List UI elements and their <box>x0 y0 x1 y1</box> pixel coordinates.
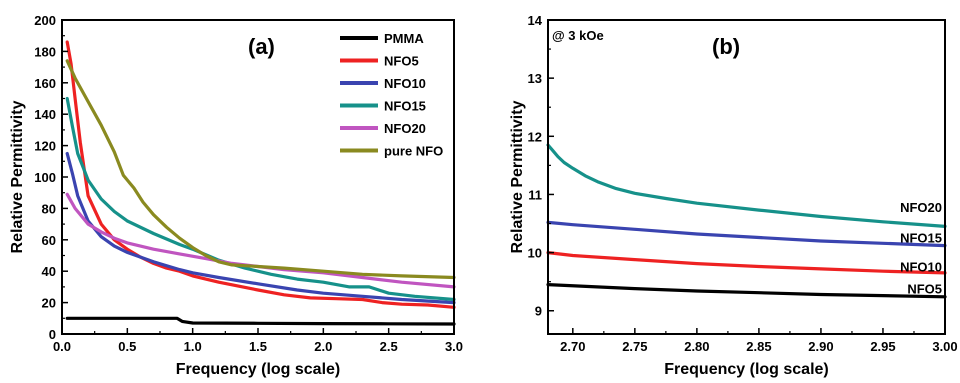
panel-a-series-pure-nfo-line <box>65 59 456 280</box>
panel-a-series-nfo10-line <box>65 151 456 305</box>
panel-a-x-tick-label: 1.0 <box>184 339 202 354</box>
panel-a-x-tick-label: 0.5 <box>118 339 136 354</box>
curve-label-nfo15: NFO15 <box>900 230 942 245</box>
panel-b: 2.70 2.75 2.80 2.85 2.90 2.95 3.0091011121314 … <box>509 13 958 378</box>
panel-b-series-nfo15-line <box>546 220 947 248</box>
panel-a-y-tick-label: 160 <box>34 76 56 91</box>
panel-b-label: (b) <box>712 34 740 59</box>
curve-label-nfo10: NFO10 <box>900 260 942 275</box>
panel-b-x-tick-label: 2.80 <box>684 339 709 354</box>
panel-a: 0.0 0.5 1.0 1.5 2.0 2.5 3.0 0 20 40 60 80 100 120 140 1… <box>9 13 463 378</box>
panel-b-x-tick-label: 2.70 <box>560 339 585 354</box>
panel-a-y-tick-label: 100 <box>34 170 56 185</box>
panel-b-y-axis-title: Relative Permittivity <box>509 100 526 253</box>
panel-a-y-tick-label: 0 <box>49 327 56 342</box>
panel-b-y-tick-label: 11 <box>528 187 542 202</box>
legend-label-nfo15: NFO15 <box>384 99 426 114</box>
panel-a-y-tick-label: 20 <box>42 296 56 311</box>
panel-b-x-tick-label: 2.75 <box>622 339 647 354</box>
panel-b-series-nfo10-line <box>546 251 947 275</box>
legend-label-pmma: PMMA <box>384 31 424 46</box>
panel-a-x-axis-title: Frequency (log scale) <box>176 361 341 378</box>
panel-a-y-tick-label: 200 <box>34 13 56 28</box>
panel-a-x-tick-label: 3.0 <box>445 339 463 354</box>
panel-a-legend: PMMA NFO5 NFO10 NFO15 NFO20 pure NFO <box>340 31 443 159</box>
panel-a-x-tick-label: 0.0 <box>53 339 71 354</box>
panel-b-y-tick-label: 12 <box>528 129 542 144</box>
legend-label-nfo10: NFO10 <box>384 76 426 91</box>
curve-label-nfo20: NFO20 <box>900 200 942 215</box>
panel-b-y-tick-label: 10 <box>528 246 542 261</box>
panel-a-y-tick-label: 40 <box>42 264 56 279</box>
panel-b-x-tick-label: 2.95 <box>870 339 895 354</box>
panel-b-series-nfo5-line <box>546 283 947 299</box>
panel-a-y-tick-label: 60 <box>42 233 56 248</box>
panel-b-y-tick-label: 13 <box>528 71 542 86</box>
panel-a-y-tick-label: 80 <box>42 201 56 216</box>
legend-label-nfo5: NFO5 <box>384 54 419 69</box>
panel-b-x-tick-label: 2.90 <box>808 339 833 354</box>
panel-b-plot-frame <box>547 19 946 335</box>
panel-a-y-tick-label: 140 <box>34 107 56 122</box>
panel-a-ticks: 0.0 0.5 1.0 1.5 2.0 2.5 3.0 0 20 40 60 80 100 120 140 1… <box>34 13 463 354</box>
panel-b-y-tick-label: 9 <box>535 304 542 319</box>
panel-a-x-tick-label: 1.5 <box>249 339 267 354</box>
legend-label-nfo20: NFO20 <box>384 121 426 136</box>
panel-a-series-nfo20-line <box>65 192 456 289</box>
panel-a-y-tick-label: 120 <box>34 139 56 154</box>
panel-a-x-tick-label: 2.5 <box>380 339 398 354</box>
legend-label-pure-nfo: pure NFO <box>384 144 443 159</box>
panel-a-x-tick-label: 2.0 <box>314 339 332 354</box>
panel-b-curve-labels: NFO20 NFO15 NFO10 NFO5 <box>900 200 942 296</box>
panel-a-y-axis-title: Relative Permittivity <box>9 100 26 253</box>
panel-a-series-group <box>65 40 456 326</box>
panel-b-x-tick-label: 2.85 <box>746 339 771 354</box>
panel-b-x-axis-title: Frequency (log scale) <box>664 361 829 378</box>
panel-a-label: (a) <box>248 34 275 59</box>
panel-a-series-pmma-line <box>65 316 456 326</box>
curve-label-nfo5: NFO5 <box>907 282 942 297</box>
panel-b-field-annotation: @ 3 kOe <box>552 28 604 43</box>
panel-b-series-group <box>546 143 947 299</box>
panel-a-y-tick-label: 180 <box>34 44 56 59</box>
panel-b-y-tick-label: 14 <box>528 13 543 28</box>
panel-b-ticks: 2.70 2.75 2.80 2.85 2.90 2.95 3.00 9 10 11 12 13 14 <box>528 13 958 354</box>
panel-b-x-tick-label: 3.00 <box>932 339 957 354</box>
panel-b-series-nfo20-line <box>546 143 947 228</box>
